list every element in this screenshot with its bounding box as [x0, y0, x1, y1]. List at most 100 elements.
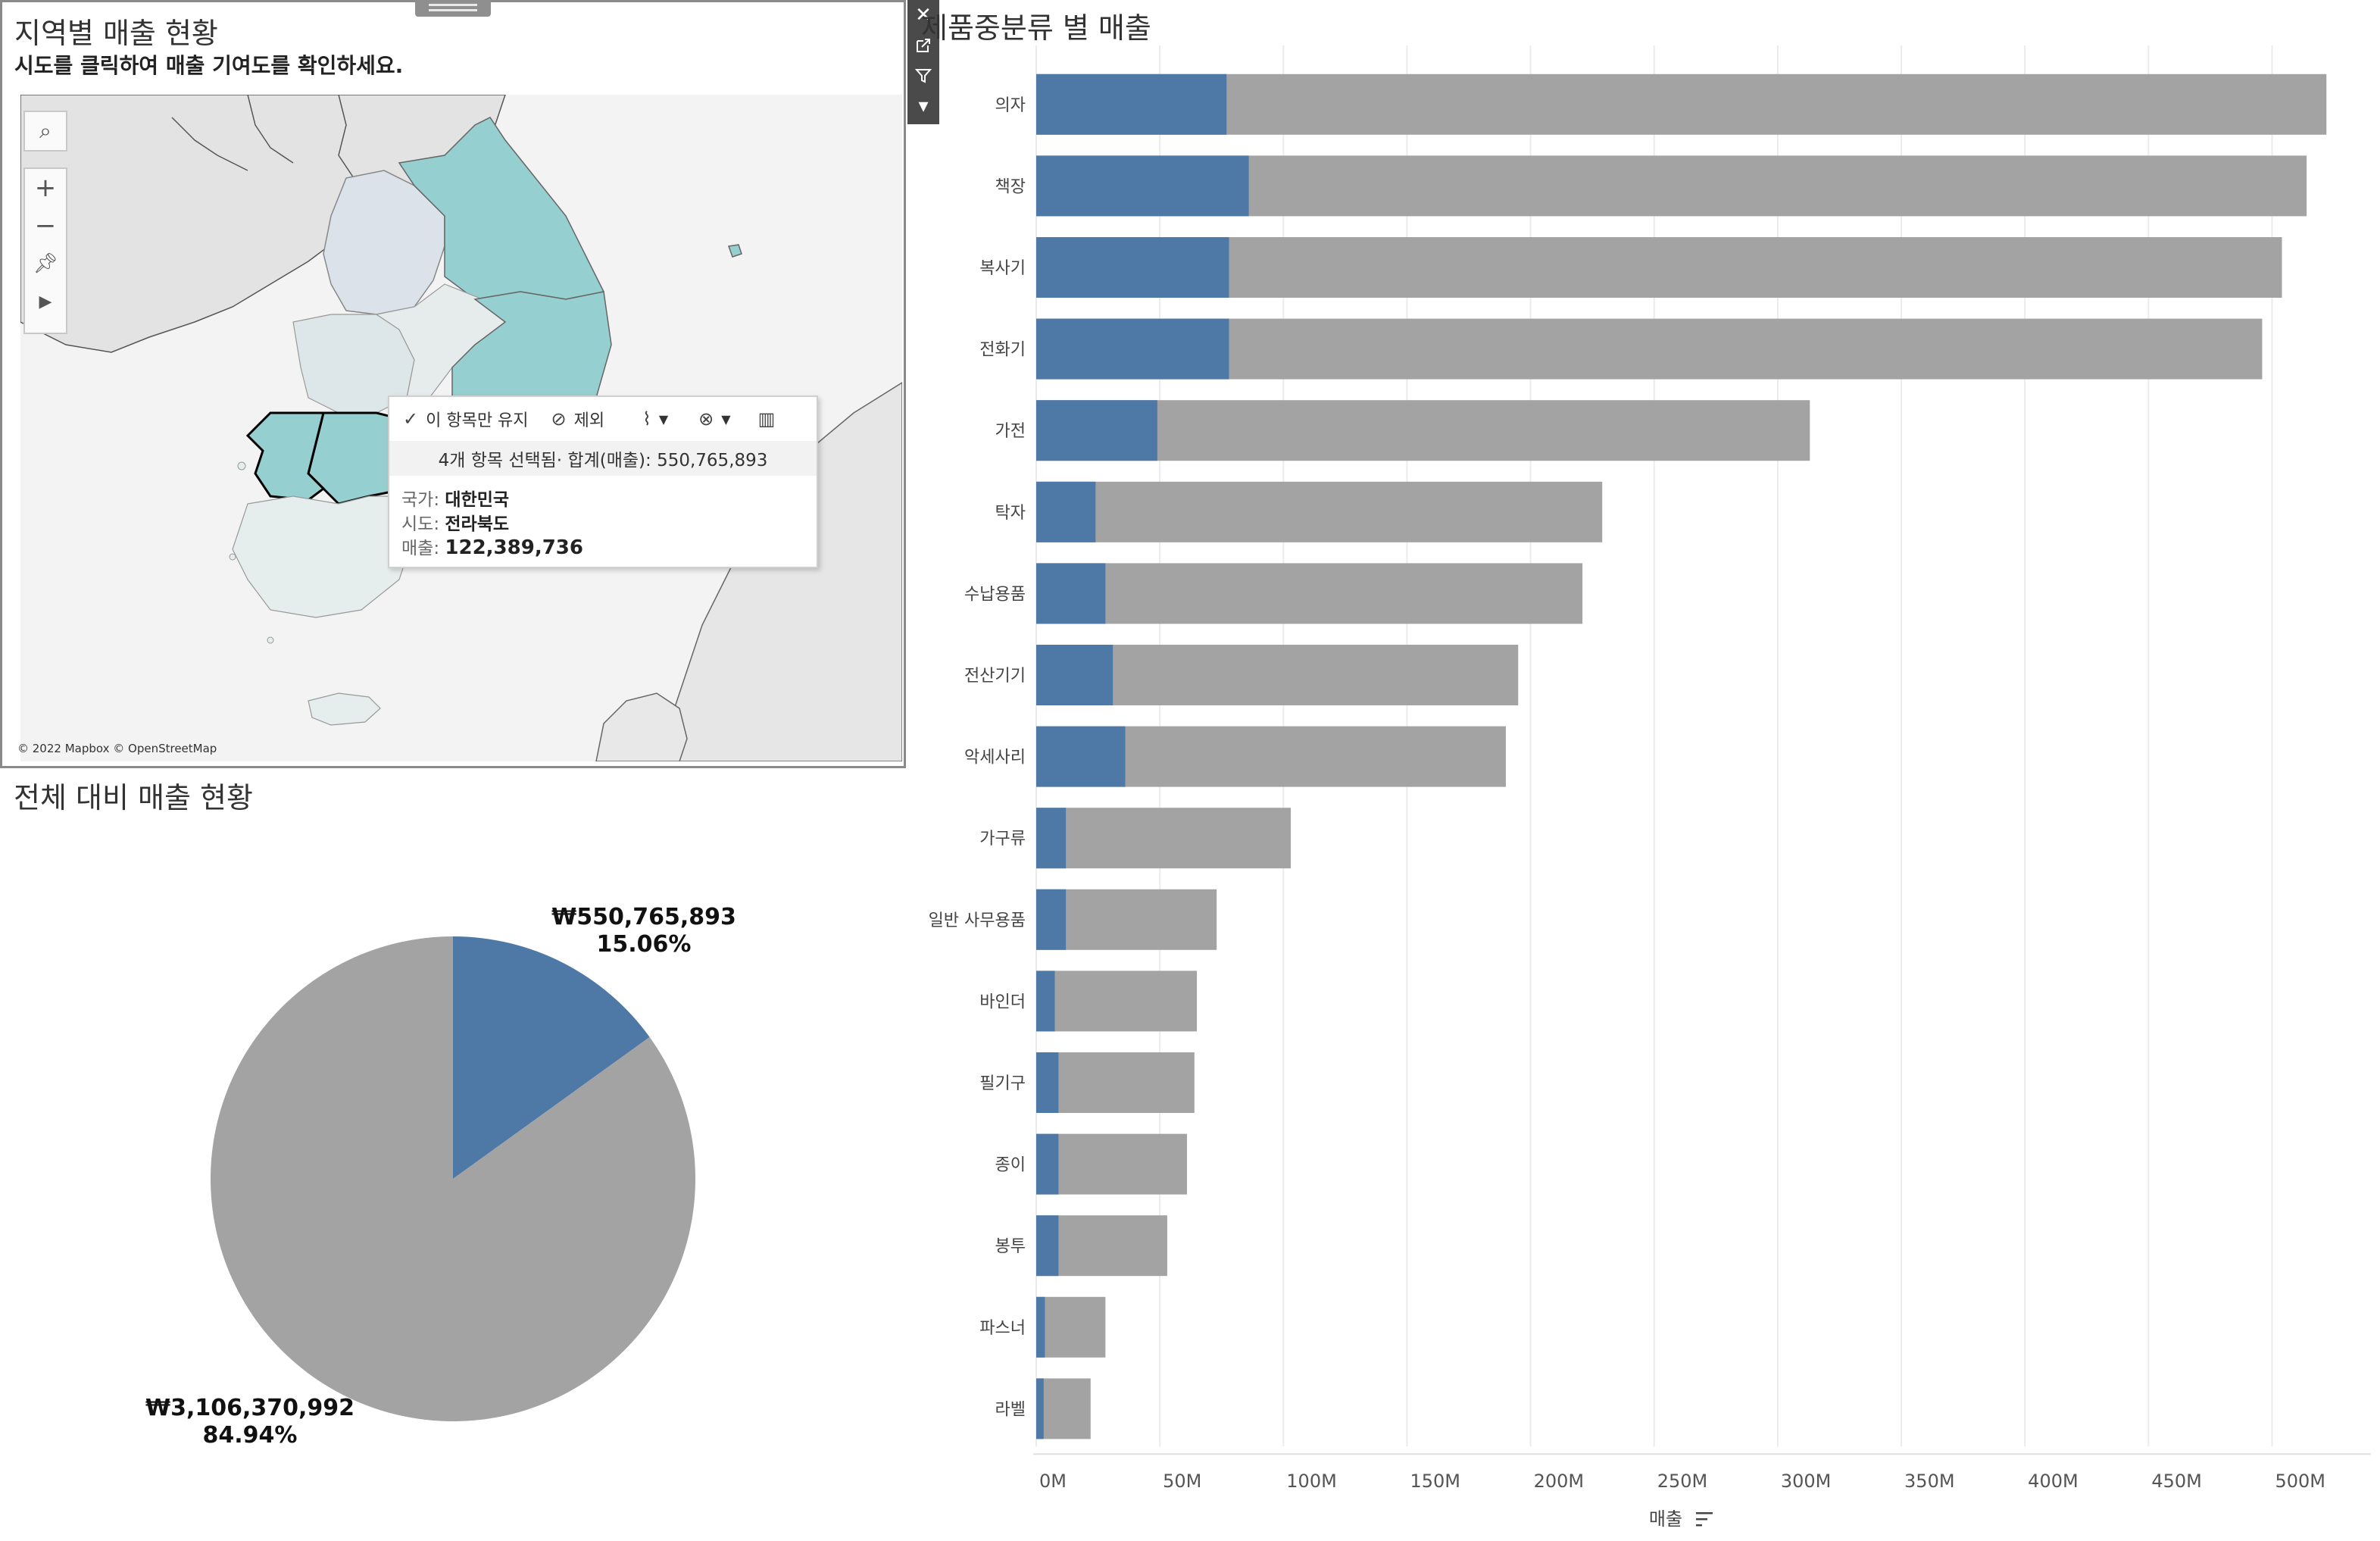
- selection-tooltip: ✓ 이 항목만 유지 ⊘ 제외 ⌇ ▼ ⊗ ▼ ▥ 4개 항목 선택됨· 합계(…: [388, 395, 818, 568]
- pie-slice-1[interactable]: [210, 936, 695, 1421]
- keep-only-button[interactable]: ✓ 이 항목만 유지: [403, 407, 529, 431]
- bar-chart-title: 제품중분류 별 매출: [921, 11, 1151, 45]
- korea-map[interactable]: [20, 95, 902, 761]
- bar-selected[interactable]: [1036, 645, 1113, 705]
- bar-selected[interactable]: [1036, 1378, 1044, 1439]
- map-zoom-controls: + − 📌︎ ▶: [23, 167, 67, 334]
- sales-value: 122,389,736: [445, 536, 583, 559]
- bar-selected[interactable]: [1036, 1133, 1059, 1195]
- filter-button[interactable]: [907, 61, 939, 91]
- bar-selected[interactable]: [1036, 237, 1229, 298]
- category-label: 전화기: [979, 341, 1026, 360]
- zoom-out-button[interactable]: −: [34, 211, 57, 241]
- category-label: 책장: [995, 177, 1026, 196]
- x-tick-label-10: 500M: [2275, 1471, 2325, 1492]
- map-panel: 지역별 매출 현황 시도를 클릭하여 매출 기여도를 확인하세요.: [0, 0, 906, 768]
- bar-selected[interactable]: [1036, 1296, 1045, 1358]
- bar-selected[interactable]: [1036, 1215, 1059, 1277]
- view-data-button[interactable]: ▥: [758, 408, 783, 430]
- popout-icon: [917, 39, 930, 52]
- bar-selected[interactable]: [1036, 481, 1096, 542]
- map-tools-button[interactable]: ▶: [39, 292, 52, 311]
- pie-value-label-0: ₩550,765,893: [551, 904, 736, 930]
- border-north: [171, 95, 355, 179]
- bar-selected[interactable]: [1036, 889, 1067, 950]
- close-button[interactable]: ✕: [907, 0, 939, 30]
- bar-selected[interactable]: [1036, 726, 1126, 787]
- x-tick-label-6: 300M: [1781, 1471, 1832, 1492]
- zoom-in-button[interactable]: +: [34, 173, 57, 203]
- pie-percent-label-0: 15.06%: [597, 931, 692, 958]
- pin-icon: 📌︎: [33, 252, 58, 275]
- magnifier-icon: ⌕: [39, 118, 52, 143]
- land-kyushu: [595, 692, 688, 761]
- bar-total[interactable]: [1036, 318, 2263, 380]
- bar-total[interactable]: [1036, 400, 1810, 461]
- bar-total[interactable]: [1036, 645, 1519, 705]
- bar-total[interactable]: [1036, 1296, 1106, 1358]
- check-icon: ✓: [403, 408, 419, 430]
- close-icon: ✕: [915, 4, 932, 27]
- bar-selected[interactable]: [1036, 318, 1229, 380]
- bar-selected[interactable]: [1036, 971, 1055, 1032]
- bar-selected[interactable]: [1036, 155, 1249, 217]
- map-subtitle: 시도를 클릭하여 매출 기여도를 확인하세요.: [14, 53, 404, 78]
- x-tick-label-5: 250M: [1657, 1471, 1708, 1492]
- region-jeonbuk-coast[interactable]: [245, 411, 326, 502]
- exclude-icon: ⊘: [551, 408, 567, 430]
- bar-total[interactable]: [1036, 889, 1217, 950]
- table-icon: ▥: [757, 408, 776, 430]
- region-label: 시도:: [401, 514, 440, 534]
- bar-selected[interactable]: [1036, 808, 1067, 869]
- region-value: 전라북도: [445, 514, 510, 534]
- category-label: 필기구: [979, 1074, 1026, 1093]
- region-jeju[interactable]: [308, 692, 381, 726]
- x-tick-label-8: 400M: [2028, 1471, 2079, 1492]
- bar-selected[interactable]: [1036, 73, 1227, 135]
- bar-total[interactable]: [1036, 73, 2327, 135]
- paperclip-icon: ⌇: [642, 408, 651, 430]
- more-options-button[interactable]: ▾: [907, 91, 939, 121]
- bar-total[interactable]: [1036, 481, 1603, 542]
- sort-icon[interactable]: [1696, 1511, 1713, 1527]
- pie-percent-label-1: 84.94%: [203, 1422, 298, 1449]
- bar-selected[interactable]: [1036, 563, 1106, 624]
- bar-total[interactable]: [1036, 237, 2282, 298]
- popout-button[interactable]: [907, 30, 939, 61]
- tooltip-region: 시도: 전라북도: [401, 509, 509, 535]
- pie-value-label-1: ₩3,106,370,992: [145, 1395, 355, 1421]
- pin-button[interactable]: 📌︎: [25, 245, 66, 283]
- exclude-button[interactable]: ⊘ 제외: [551, 407, 605, 431]
- drag-handle[interactable]: [415, 0, 491, 17]
- bar-chart[interactable]: 제품중분류 별 매출 0M 50M 100M 150M 200M 250M 300M 350M 4…: [909, 0, 2378, 1541]
- country-label: 국가:: [401, 490, 440, 510]
- x-tick-label-4: 200M: [1534, 1471, 1585, 1492]
- x-axis-label: 매출: [1649, 1508, 1682, 1530]
- bar-total[interactable]: [1036, 1133, 1188, 1195]
- bar-total[interactable]: [1036, 1052, 1195, 1113]
- region-ulleung[interactable]: [727, 244, 742, 258]
- category-label: 전산기기: [964, 667, 1026, 686]
- x-tick-label-0: 0M: [1039, 1471, 1067, 1492]
- x-tick-label-3: 150M: [1410, 1471, 1460, 1492]
- bar-total[interactable]: [1036, 563, 1583, 624]
- category-label: 라벨: [995, 1400, 1026, 1419]
- set-button[interactable]: ⊗ ▼: [698, 408, 730, 430]
- pie-slice-0[interactable]: [453, 936, 650, 1179]
- map-search-button[interactable]: ⌕: [23, 111, 67, 152]
- category-label: 탁자: [995, 504, 1026, 523]
- bar-total[interactable]: [1036, 808, 1292, 869]
- bar-total[interactable]: [1036, 1378, 1091, 1439]
- category-label: 수납용품: [964, 585, 1026, 604]
- region-jeonnam[interactable]: [232, 495, 415, 618]
- group-button[interactable]: ⌇ ▼: [642, 408, 668, 430]
- chevron-down-icon: ▼: [721, 411, 731, 427]
- set-icon: ⊗: [698, 408, 714, 430]
- x-tick-label-1: 50M: [1163, 1471, 1201, 1492]
- bar-selected[interactable]: [1036, 1052, 1059, 1113]
- bar-total[interactable]: [1036, 971, 1198, 1032]
- tooltip-country: 국가: 대한민국: [401, 485, 509, 511]
- category-label: 의자: [995, 96, 1026, 115]
- bar-selected[interactable]: [1036, 400, 1157, 461]
